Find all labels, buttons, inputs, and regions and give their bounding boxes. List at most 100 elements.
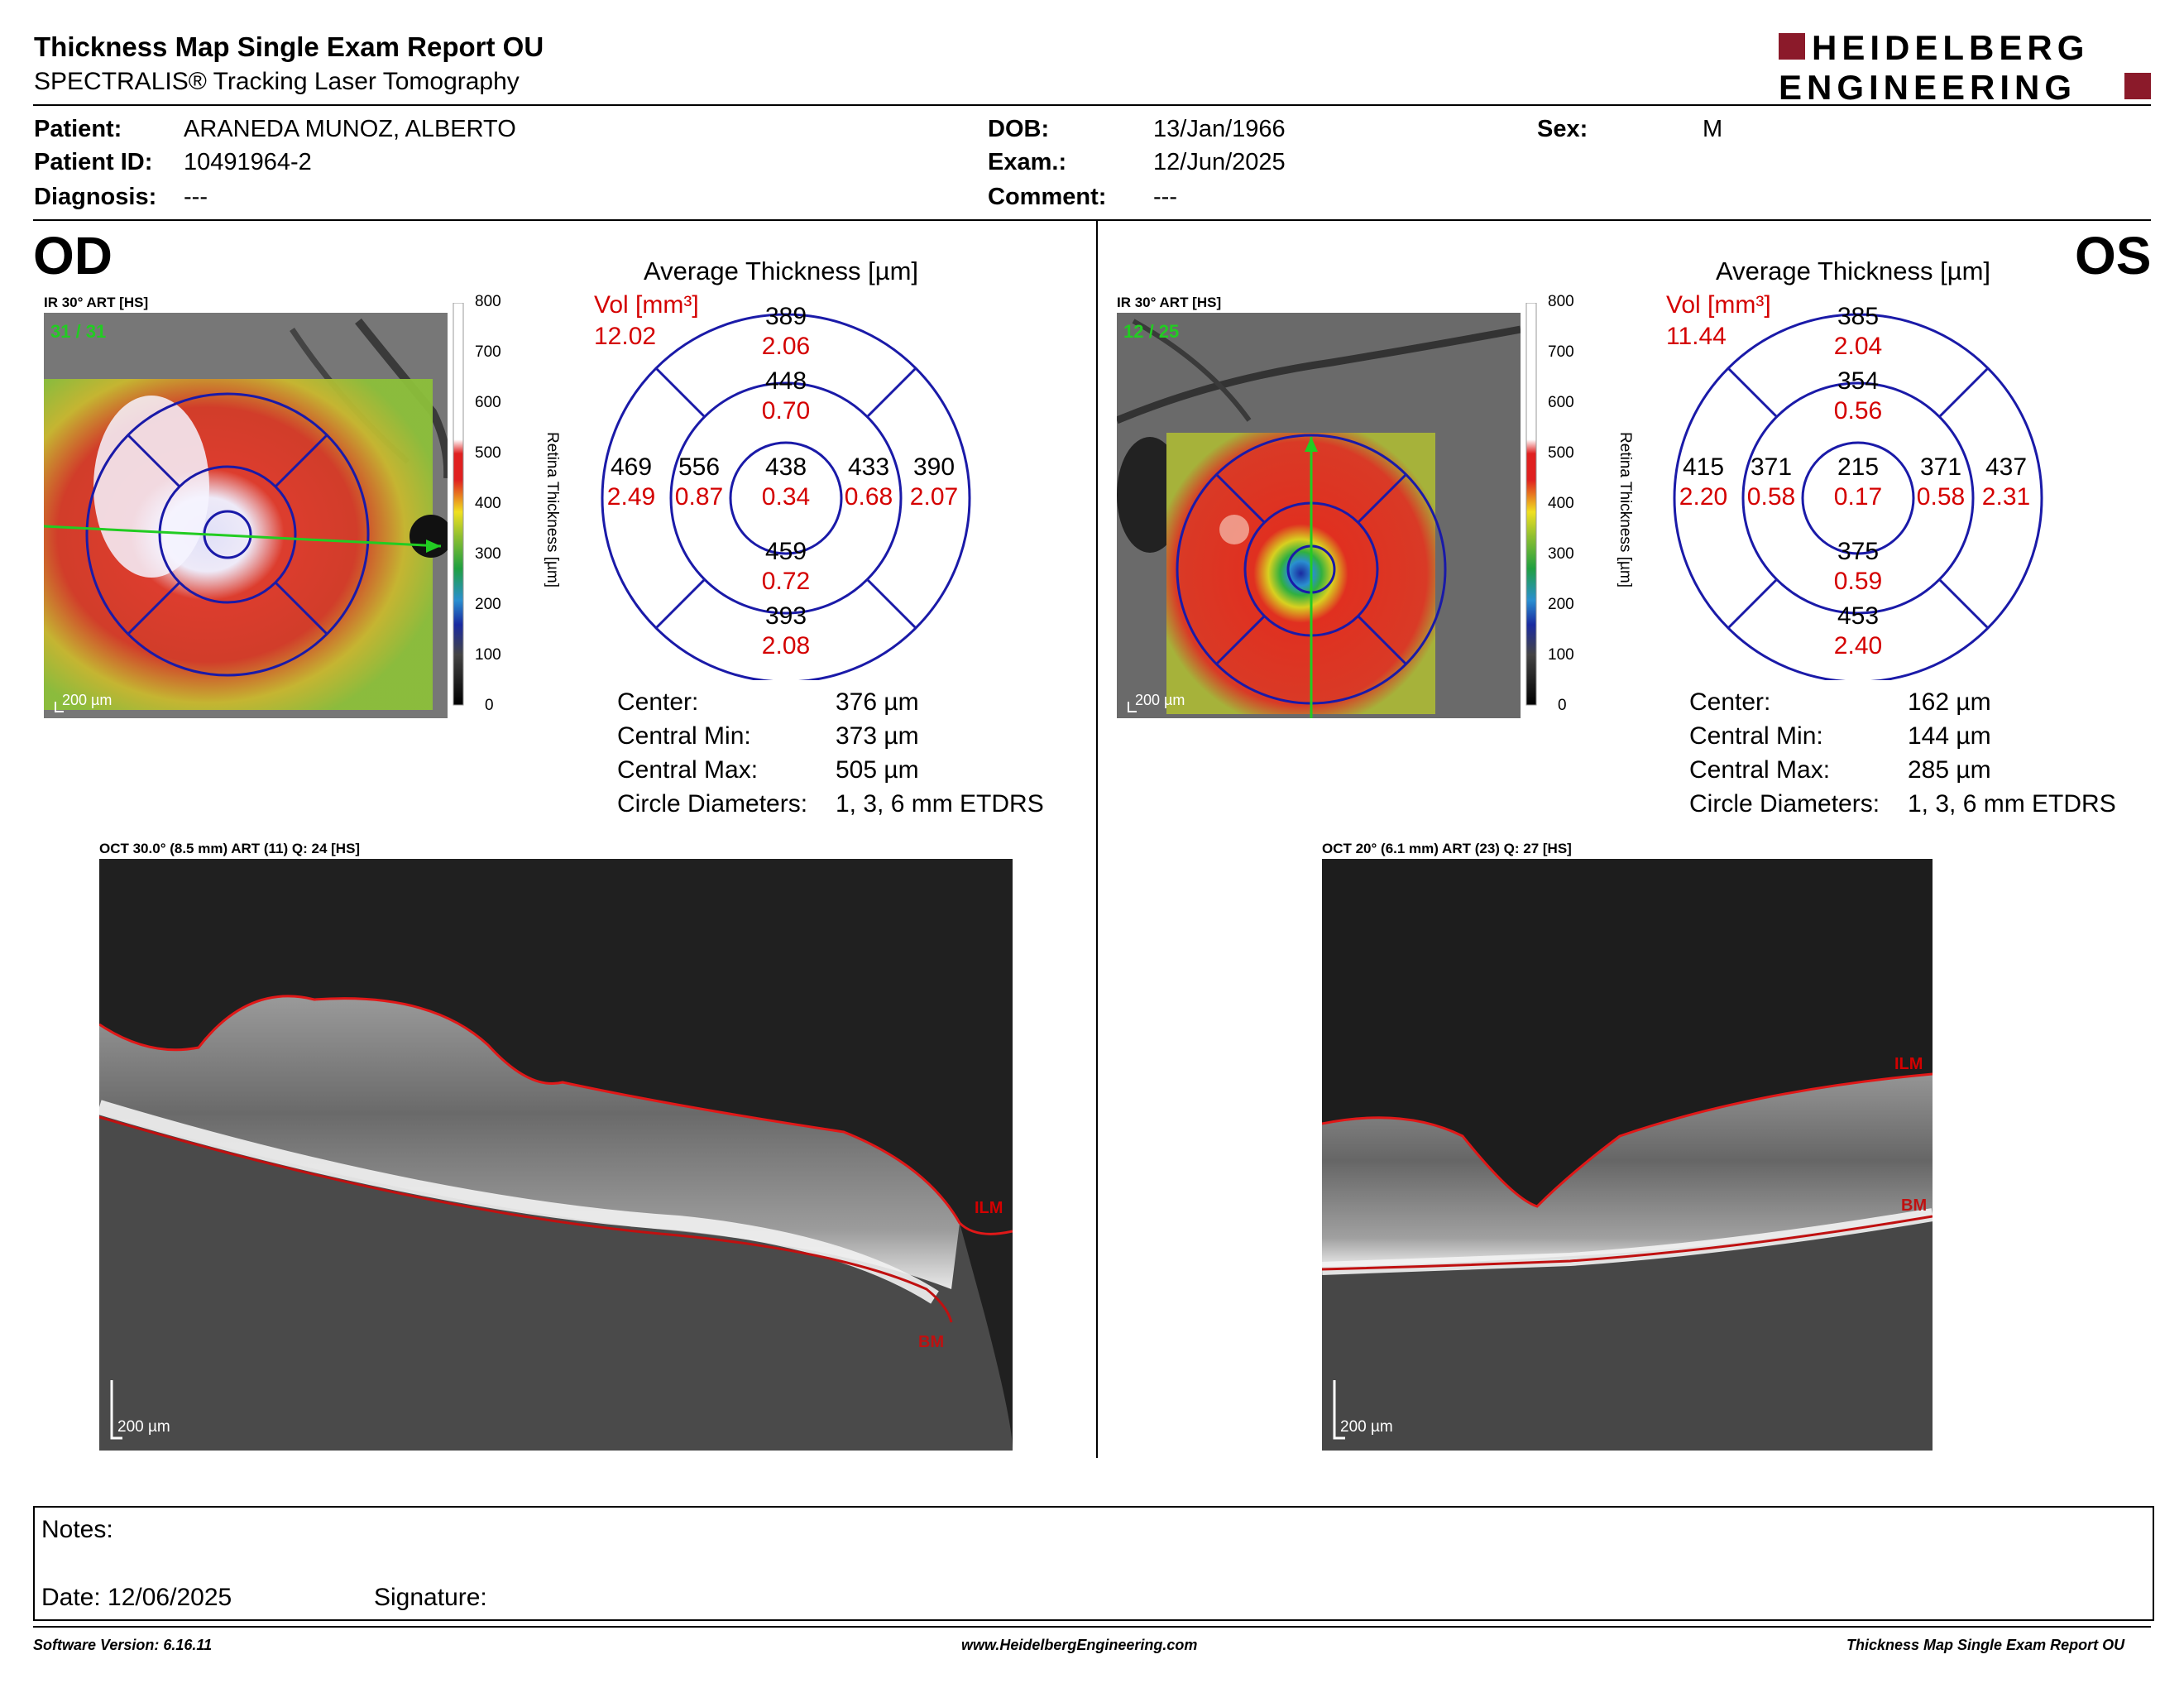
notes-label: Notes:	[41, 1516, 113, 1543]
os-inner-inf-thickness: 375	[1837, 538, 1880, 565]
od-tick-700: 700	[475, 343, 501, 361]
eye-label-os: OS	[2075, 226, 2152, 285]
od-diam-label: Circle Diameters:	[617, 790, 808, 818]
od-inner-right-thickness: 433	[847, 453, 890, 481]
os-inner-left-thickness: 371	[1750, 453, 1793, 481]
os-inner-sup-volume: 0.56	[1833, 397, 1883, 424]
od-inner-sup-volume: 0.70	[761, 397, 811, 424]
logo-graphic: HEIDELBERG ENGINEERING	[1779, 28, 2151, 107]
od-min-value: 373 µm	[836, 722, 919, 750]
os-min-label: Central Min:	[1689, 722, 1823, 750]
od-outer-right-volume: 2.07	[909, 483, 959, 511]
od-outer-sup-thickness: 389	[764, 303, 807, 330]
os-ir-label: IR 30° ART [HS]	[1117, 295, 1222, 310]
eye-label-od: OD	[33, 226, 113, 285]
od-tick-800: 800	[475, 293, 501, 310]
od-ir-counter: 31 / 31	[50, 321, 106, 342]
os-center-value: 162 µm	[1908, 688, 1991, 716]
os-tick-100: 100	[1548, 646, 1574, 664]
patient-label: Patient:	[34, 116, 122, 142]
os-colorbar-ticks: 800 700 600 500 400 300 200 100 0	[1548, 293, 1581, 723]
os-vol-total: 11.44	[1666, 323, 1727, 350]
footer-website-link[interactable]: www.HeidelbergEngineering.com	[961, 1637, 1198, 1653]
os-ir-counter: 12 / 25	[1123, 321, 1179, 342]
footer-divider	[33, 1626, 2151, 1628]
od-inner-inf-thickness: 459	[764, 538, 807, 565]
os-inner-right-thickness: 371	[1919, 453, 1962, 481]
header-divider	[33, 104, 2151, 106]
patient-divider	[33, 219, 2151, 221]
od-fundus-graphic: 31 / 31 200 µm	[44, 313, 448, 718]
os-min-value: 144 µm	[1908, 722, 1991, 750]
os-oct-bscan: ILM BM 200 µm	[1321, 859, 1934, 1451]
os-bm-label: BM	[1901, 1196, 1927, 1215]
od-tick-200: 200	[475, 596, 501, 613]
os-inner-left-volume: 0.58	[1746, 483, 1796, 511]
od-outer-sup-volume: 2.06	[761, 333, 811, 360]
heidelberg-logo: HEIDELBERG ENGINEERING	[1779, 28, 2151, 107]
od-outer-left-volume: 2.49	[606, 483, 656, 511]
os-max-label: Central Max:	[1689, 756, 1831, 784]
os-tick-0: 0	[1558, 697, 1567, 714]
patient-id: 10491964-2	[184, 149, 312, 175]
os-tick-800: 800	[1548, 293, 1574, 310]
od-min-label: Central Min:	[617, 722, 751, 750]
od-outer-inf-volume: 2.08	[761, 632, 811, 659]
dob-value: 13/Jan/1966	[1153, 116, 1286, 142]
od-inner-right-volume: 0.68	[844, 483, 893, 511]
os-outer-right-thickness: 437	[1985, 453, 2028, 481]
od-inner-left-thickness: 556	[678, 453, 721, 481]
od-tick-500: 500	[475, 444, 501, 462]
os-diam-label: Circle Diameters:	[1689, 790, 1880, 818]
od-outer-right-thickness: 390	[912, 453, 956, 481]
os-center-label: Center:	[1689, 688, 1771, 716]
od-center-volume: 0.34	[761, 483, 811, 511]
os-tick-700: 700	[1548, 343, 1574, 361]
os-tick-500: 500	[1548, 444, 1574, 462]
od-diam-value: 1, 3, 6 mm ETDRS	[836, 790, 1044, 818]
os-outer-left-volume: 2.20	[1679, 483, 1728, 511]
od-center-value: 376 µm	[836, 688, 919, 716]
od-oct-label: OCT 30.0° (8.5 mm) ART (11) Q: 24 [HS]	[99, 841, 361, 856]
footer-report-name: Thickness Map Single Exam Report OU	[1846, 1637, 2125, 1653]
os-center-volume: 0.17	[1833, 483, 1883, 511]
od-tick-400: 400	[475, 495, 501, 512]
os-outer-right-volume: 2.31	[1981, 483, 2031, 511]
os-colorbar-axis-label: Retina Thickness [µm]	[1616, 432, 1634, 587]
od-max-value: 505 µm	[836, 756, 919, 784]
os-oct-graphic: ILM BM 200 µm	[1321, 859, 1934, 1451]
od-tick-0: 0	[485, 697, 494, 714]
os-outer-sup-volume: 2.04	[1833, 333, 1883, 360]
os-max-value: 285 µm	[1908, 756, 1991, 784]
od-bm-label: BM	[918, 1333, 944, 1351]
od-outer-left-thickness: 469	[610, 453, 653, 481]
footer-software-version: Software Version: 6.16.11	[33, 1637, 213, 1653]
od-tick-100: 100	[475, 646, 501, 664]
os-inner-right-volume: 0.58	[1916, 483, 1966, 511]
os-tick-300: 300	[1548, 545, 1574, 563]
os-tick-600: 600	[1548, 394, 1574, 411]
od-center-thickness: 438	[764, 453, 807, 481]
os-ilm-label: ILM	[1894, 1055, 1923, 1073]
os-vol-label: Vol [mm³]	[1666, 291, 1771, 319]
diagnosis-value: ---	[184, 184, 208, 210]
logo-line-2: ENGINEERING	[1779, 68, 2076, 103]
od-outer-inf-thickness: 393	[764, 602, 807, 630]
os-oct-scale: 200 µm	[1340, 1418, 1393, 1436]
os-tick-200: 200	[1548, 596, 1574, 613]
comment-label: Comment:	[988, 184, 1107, 210]
report-subtitle: SPECTRALIS® Tracking Laser Tomography	[34, 68, 520, 95]
exam-label: Exam.:	[988, 149, 1067, 175]
od-colorbar-ticks: 800 700 600 500 400 300 200 100 0	[475, 293, 508, 723]
od-oct-bscan: ILM BM 200 µm	[97, 859, 1013, 1451]
od-tick-600: 600	[475, 394, 501, 411]
os-tick-400: 400	[1548, 495, 1574, 512]
od-fundus-thickness-map: 31 / 31 200 µm	[44, 313, 448, 718]
os-center-thickness: 215	[1837, 453, 1880, 481]
logo-line-1: HEIDELBERG	[1812, 30, 2089, 67]
dob-label: DOB:	[988, 116, 1050, 142]
od-tick-300: 300	[475, 545, 501, 563]
od-fundus-scale: 200 µm	[62, 692, 112, 708]
patient-name: ARANEDA MUNOZ, ALBERTO	[184, 116, 516, 142]
os-inner-inf-volume: 0.59	[1833, 568, 1883, 595]
